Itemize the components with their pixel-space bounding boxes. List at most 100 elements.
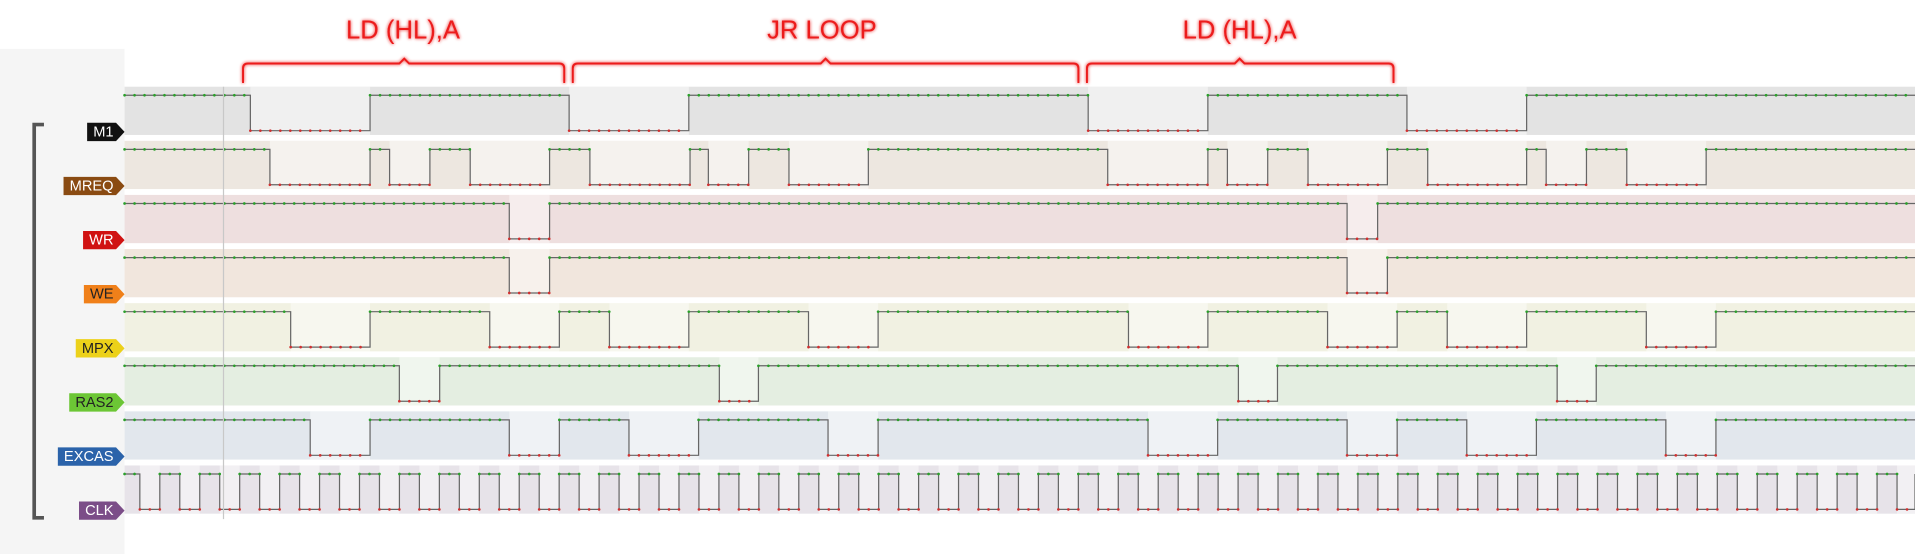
bracket: [1085, 57, 1395, 84]
low-highlight: [1238, 357, 1278, 406]
low-highlight: [1546, 140, 1587, 190]
low-highlight: [738, 465, 759, 514]
low-highlight: [1138, 465, 1159, 514]
channel-labels: M1 MREQ WR WE MPX RAS2 EXCAS CLK: [57, 122, 125, 520]
low-highlight: [1417, 465, 1438, 514]
low-highlight: [1857, 465, 1878, 514]
low-highlight: [1347, 194, 1378, 244]
low-highlight: [179, 465, 200, 514]
low-highlight: [509, 411, 560, 460]
low-highlight: [828, 411, 879, 460]
low-highlight: [1577, 465, 1598, 514]
track-background: [124, 194, 1915, 244]
low-highlight: [419, 465, 440, 514]
waveform: [124, 311, 1915, 348]
waveform: [124, 419, 1915, 456]
low-highlight: [579, 465, 600, 514]
low-highlight: [1058, 465, 1079, 514]
low-highlight: [1497, 465, 1518, 514]
channel-tag: [83, 230, 125, 250]
low-highlight: [509, 249, 550, 298]
low-highlight: [659, 465, 679, 514]
low-highlight: [299, 465, 320, 514]
low-highlight: [1626, 140, 1707, 190]
low-highlight: [778, 465, 799, 514]
low-highlight: [628, 411, 699, 460]
low-highlight: [1218, 465, 1239, 514]
track-background: [124, 357, 1915, 406]
group-bracket: [32, 122, 44, 520]
channel-tag: [83, 285, 125, 304]
annotation-brackets: [242, 57, 1395, 84]
low-highlight: [1098, 465, 1119, 514]
low-highlight: [978, 465, 999, 514]
low-highlight: [1347, 411, 1398, 460]
low-highlight: [808, 303, 879, 352]
low-highlight: [259, 465, 280, 514]
low-highlight: [1657, 465, 1678, 514]
low-highlight: [1178, 465, 1199, 514]
low-highlight: [589, 140, 691, 190]
low-highlight: [539, 465, 560, 514]
low-highlight: [389, 140, 430, 190]
low-highlight: [1447, 303, 1527, 352]
channel-name: MREQ: [70, 178, 114, 194]
channel-name: MPX: [82, 341, 114, 357]
channel-name: M1: [93, 124, 113, 140]
low-highlight: [1466, 411, 1537, 460]
low-highlight: [708, 140, 749, 190]
low-highlight: [1406, 86, 1527, 135]
low-highlight: [459, 465, 480, 514]
low-highlight: [1377, 465, 1398, 514]
bracket: [242, 57, 566, 84]
annotation-label: LD (HL),A: [1183, 17, 1298, 45]
low-highlight: [1646, 303, 1716, 352]
low-highlight: [1537, 465, 1558, 514]
channel-name: WR: [89, 233, 113, 249]
channel-tag: [63, 176, 125, 196]
low-highlight: [818, 465, 839, 514]
low-highlight: [1258, 465, 1279, 514]
low-highlight: [1777, 465, 1798, 514]
low-highlight: [470, 140, 550, 190]
low-highlight: [1817, 465, 1838, 514]
low-highlight: [1128, 303, 1208, 352]
channel-name: EXCAS: [64, 449, 114, 465]
low-highlight: [1327, 303, 1398, 352]
tracks: [123, 86, 1915, 514]
low-highlight: [310, 411, 371, 460]
low-highlight: [1697, 465, 1718, 514]
channel-name: CLK: [85, 503, 114, 519]
channel-tag: [75, 339, 125, 358]
low-highlight: [509, 194, 550, 244]
low-highlight: [139, 465, 160, 514]
low-highlight: [1737, 465, 1758, 514]
low-highlight: [290, 303, 371, 352]
channel-tag: [87, 122, 125, 142]
channel-name: WE: [90, 287, 114, 303]
low-highlight: [499, 465, 520, 514]
low-highlight: [619, 465, 640, 514]
low-highlight: [1557, 357, 1597, 406]
channel-tag: [57, 447, 125, 466]
low-highlight: [1297, 465, 1318, 514]
low-highlight: [379, 465, 400, 514]
channel-name: RAS2: [75, 395, 113, 411]
low-highlight: [1427, 140, 1527, 190]
channel-tag: [78, 501, 125, 520]
low-highlight: [489, 303, 560, 352]
low-highlight: [1617, 465, 1638, 514]
bracket: [571, 57, 1080, 84]
low-highlight: [219, 465, 240, 514]
low-highlight: [788, 140, 869, 190]
low-highlight: [269, 140, 371, 190]
low-highlight: [1308, 140, 1388, 190]
low-highlight: [339, 465, 360, 514]
low-highlight: [569, 86, 689, 135]
track-background: [124, 249, 1915, 298]
low-highlight: [858, 465, 879, 514]
low-highlight: [1107, 140, 1208, 190]
low-highlight: [719, 357, 759, 406]
low-highlight: [1665, 411, 1716, 460]
